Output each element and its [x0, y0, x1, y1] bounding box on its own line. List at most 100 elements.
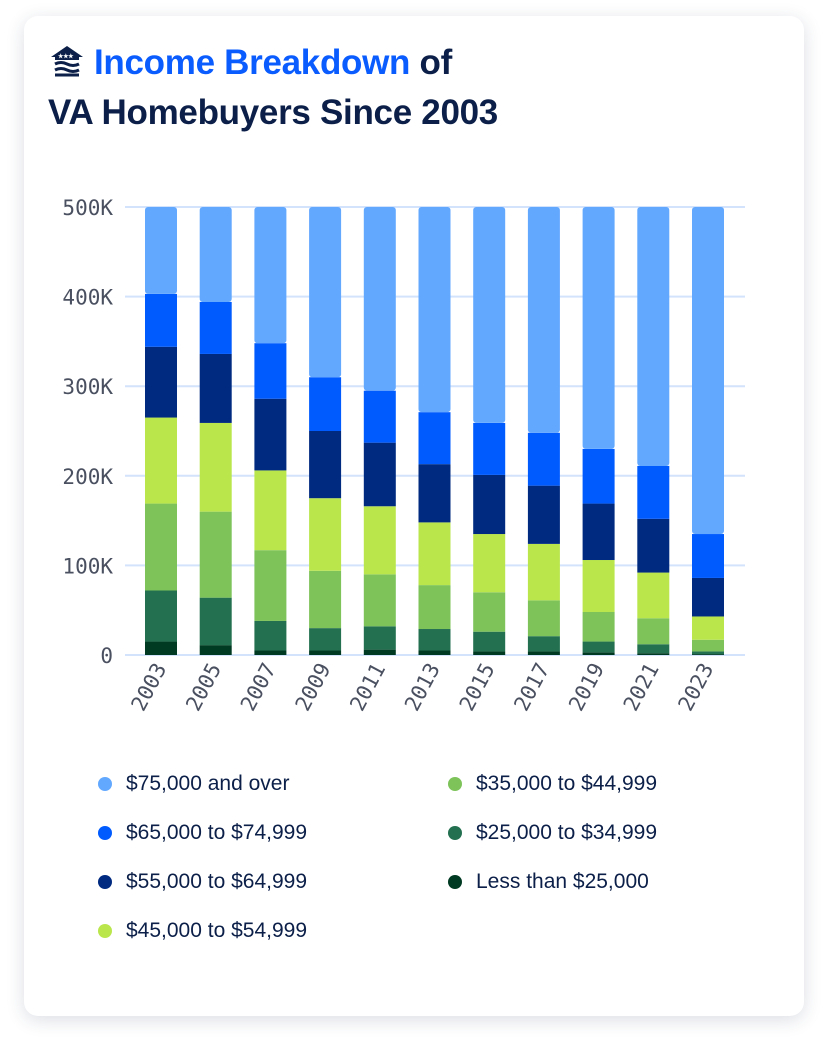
y-tick-label: 0	[100, 644, 113, 668]
bar-segment	[199, 353, 232, 423]
bar-segment	[309, 431, 342, 499]
legend-swatch	[448, 875, 462, 889]
y-tick-label: 200K	[62, 465, 113, 489]
x-tick-label: 2005	[181, 659, 226, 715]
bar-segment	[582, 448, 615, 504]
bar-segment	[418, 585, 451, 630]
bar-segment	[363, 390, 396, 443]
x-tick-label: 2019	[564, 659, 609, 715]
bar-segment	[527, 600, 560, 637]
x-tick-label: 2011	[345, 659, 390, 715]
bar-segment	[309, 498, 342, 571]
bar-segment	[527, 636, 560, 652]
bar-segment	[145, 417, 177, 504]
legend-item: $25,000 to $34,999	[448, 817, 738, 849]
bar-segment	[637, 644, 670, 654]
bar-segment	[199, 422, 232, 512]
x-tick-label: 2013	[400, 659, 445, 715]
bar-segment	[254, 550, 287, 621]
bar-segment	[145, 207, 177, 294]
bar-segment	[309, 650, 342, 655]
x-tick-label: 2003	[126, 659, 171, 715]
bar-segment	[418, 207, 451, 413]
legend-label: $75,000 and over	[126, 772, 290, 795]
bar-segment	[254, 470, 287, 551]
bar-segment	[637, 518, 670, 573]
legend-item: $55,000 to $64,999	[98, 866, 448, 898]
bar-segment	[582, 652, 615, 655]
bar-segment	[692, 616, 724, 640]
legend-swatch	[448, 826, 462, 840]
bar-segment	[692, 654, 724, 655]
bar-segment	[145, 293, 177, 347]
bar-segment	[254, 207, 287, 344]
bar-segment	[309, 570, 342, 629]
legend-label: $45,000 to $54,999	[126, 919, 308, 942]
bar-segment	[473, 207, 506, 423]
bar-segment	[363, 442, 396, 507]
bar-segment	[363, 207, 396, 391]
bar-segment	[527, 543, 560, 601]
legend-item: $75,000 and over	[98, 768, 448, 800]
bar-segment	[254, 398, 287, 471]
x-tick-label: 2007	[236, 659, 281, 715]
bar-segment	[582, 560, 615, 612]
legend-item: $35,000 to $44,999	[448, 768, 738, 800]
x-tick-label: 2023	[673, 659, 718, 715]
bar-segment	[582, 207, 615, 449]
bar-segment	[418, 522, 451, 586]
legend-label: $65,000 to $74,999	[126, 821, 308, 844]
bar-segment	[527, 207, 560, 433]
bar-segment	[692, 534, 724, 578]
bar-segment	[582, 611, 615, 642]
bar-segment	[199, 301, 232, 354]
x-tick-label: 2021	[619, 659, 664, 715]
bar-segment	[527, 651, 560, 655]
bar-segment	[199, 645, 232, 655]
bar-segment	[254, 620, 287, 651]
legend: $75,000 and over $35,000 to $44,999 $65,00…	[98, 768, 738, 947]
y-tick-label: 100K	[62, 554, 113, 578]
bar-segment	[145, 590, 177, 642]
bar-segment	[527, 485, 560, 544]
bar-segment	[418, 650, 451, 655]
legend-item: $45,000 to $54,999	[98, 915, 448, 947]
bar-segment	[309, 377, 342, 431]
legend-swatch	[448, 777, 462, 791]
bar-segment	[254, 343, 287, 399]
bar-segment	[637, 618, 670, 645]
bar-segment	[473, 534, 506, 593]
bar-segment	[145, 641, 177, 655]
bar-segment	[692, 639, 724, 652]
bar-segment	[309, 628, 342, 651]
legend-label: Less than $25,000	[476, 870, 649, 893]
bar-segment	[199, 207, 232, 302]
bar-segment	[582, 503, 615, 561]
legend-label: $25,000 to $34,999	[476, 821, 658, 844]
bar-segment	[637, 465, 670, 519]
chart-title: ★★★ Income Breakdown of VA Homebuyers Si…	[48, 38, 498, 138]
bar-segment	[473, 651, 506, 655]
title-rest: of	[410, 43, 453, 82]
bar-segment	[473, 592, 506, 632]
bar-segment	[418, 464, 451, 523]
svg-text:★★★: ★★★	[58, 53, 74, 60]
bar-segment	[582, 641, 615, 653]
bar-segment	[692, 577, 724, 617]
legend-label: $55,000 to $64,999	[126, 870, 308, 893]
house-flag-icon: ★★★	[51, 46, 83, 77]
y-tick-label: 300K	[62, 375, 113, 399]
y-tick-label: 400K	[62, 286, 113, 310]
bar-segment	[309, 207, 342, 378]
legend-swatch	[98, 875, 112, 889]
bar-segment	[363, 506, 396, 575]
legend-item: $65,000 to $74,999	[98, 817, 448, 849]
bar-segment	[199, 511, 232, 598]
bar-segment	[418, 629, 451, 651]
x-tick-label: 2017	[509, 659, 554, 715]
bar-segment	[145, 346, 177, 418]
title-line2: VA Homebuyers Since 2003	[48, 93, 498, 132]
title-highlight: Income Breakdown	[94, 43, 411, 82]
bar-segment	[473, 474, 506, 535]
